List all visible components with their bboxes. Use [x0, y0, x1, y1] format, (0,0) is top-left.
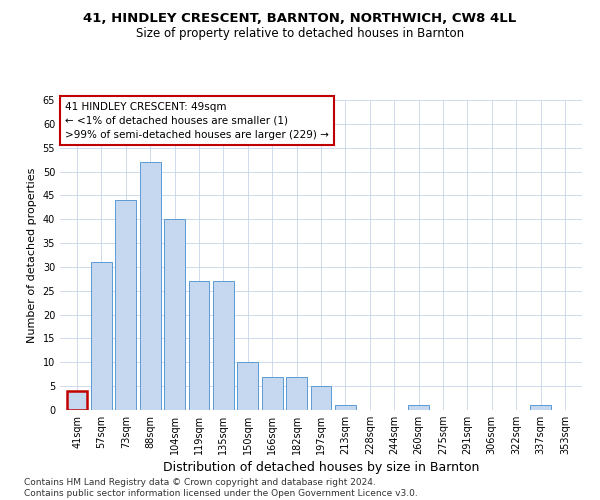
- Text: 41, HINDLEY CRESCENT, BARNTON, NORTHWICH, CW8 4LL: 41, HINDLEY CRESCENT, BARNTON, NORTHWICH…: [83, 12, 517, 26]
- Text: 41 HINDLEY CRESCENT: 49sqm
← <1% of detached houses are smaller (1)
>99% of semi: 41 HINDLEY CRESCENT: 49sqm ← <1% of deta…: [65, 102, 329, 140]
- Bar: [115, 200, 136, 410]
- Bar: [530, 405, 551, 410]
- Bar: [91, 262, 112, 410]
- Text: Contains HM Land Registry data © Crown copyright and database right 2024.
Contai: Contains HM Land Registry data © Crown c…: [24, 478, 418, 498]
- Bar: [311, 386, 331, 410]
- Bar: [164, 219, 185, 410]
- Y-axis label: Number of detached properties: Number of detached properties: [27, 168, 37, 342]
- Bar: [213, 281, 234, 410]
- Bar: [140, 162, 161, 410]
- Bar: [335, 405, 356, 410]
- Bar: [408, 405, 429, 410]
- Bar: [262, 376, 283, 410]
- Bar: [286, 376, 307, 410]
- Bar: [67, 391, 88, 410]
- Bar: [238, 362, 258, 410]
- Text: Size of property relative to detached houses in Barnton: Size of property relative to detached ho…: [136, 28, 464, 40]
- Bar: [188, 281, 209, 410]
- X-axis label: Distribution of detached houses by size in Barnton: Distribution of detached houses by size …: [163, 462, 479, 474]
